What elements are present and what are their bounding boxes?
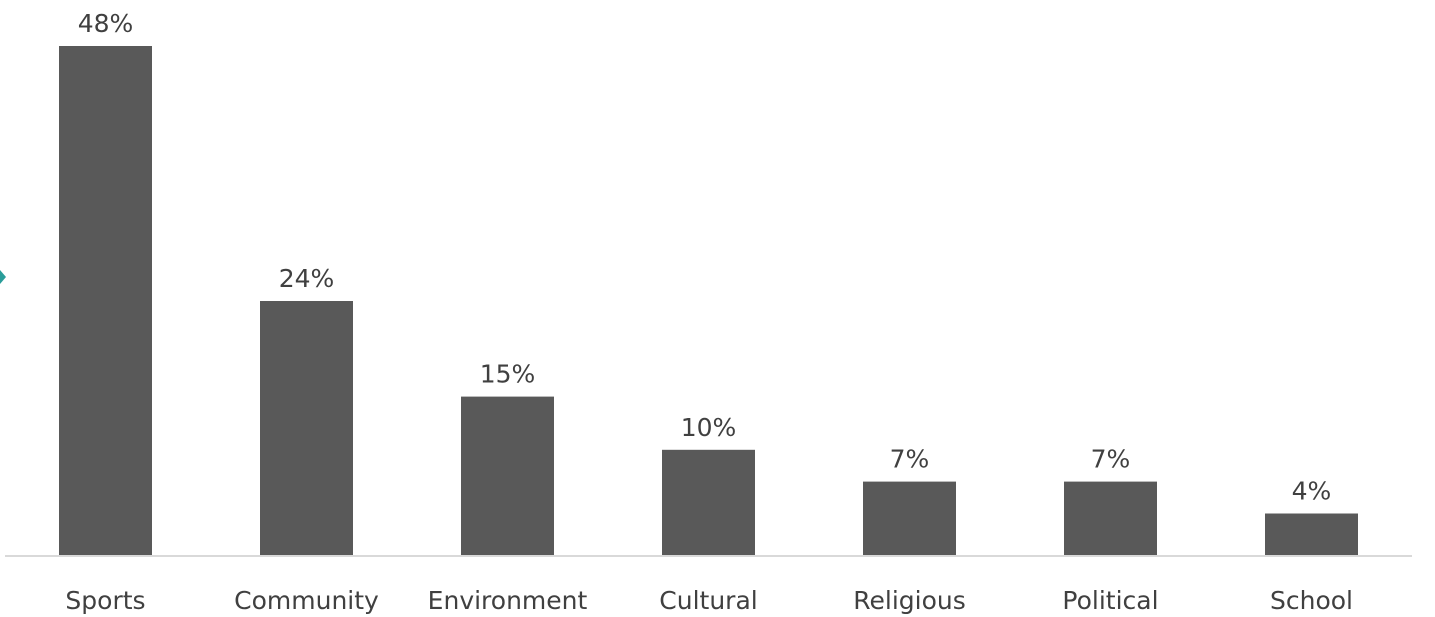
bar-community <box>260 301 353 556</box>
bar-environment <box>461 396 554 556</box>
bar-school <box>1265 513 1358 556</box>
bar-sports <box>59 46 152 556</box>
value-label-community: 24% <box>279 264 335 293</box>
category-label-community: Community <box>234 586 379 615</box>
category-label-school: School <box>1270 586 1353 615</box>
value-label-religious: 7% <box>890 445 930 474</box>
bar-religious <box>863 481 956 556</box>
category-label-political: Political <box>1062 586 1158 615</box>
teal-arrow-marker <box>0 270 6 284</box>
bar-cultural <box>662 449 755 557</box>
value-label-political: 7% <box>1091 445 1131 474</box>
category-label-religious: Religious <box>853 586 966 615</box>
category-label-environment: Environment <box>428 586 588 615</box>
value-label-school: 4% <box>1292 477 1332 506</box>
value-label-cultural: 10% <box>681 413 737 442</box>
value-labels-group: 48% 24% 15% 10% 7% 7% 4% <box>78 9 1332 506</box>
value-label-environment: 15% <box>480 360 536 389</box>
category-label-cultural: Cultural <box>659 586 757 615</box>
category-label-sports: Sports <box>65 586 145 615</box>
bar-political <box>1064 481 1157 556</box>
value-label-sports: 48% <box>78 9 134 38</box>
category-labels-group: Sports Community Environment Cultural Religi… <box>65 586 1353 615</box>
bars-group <box>59 46 1358 557</box>
